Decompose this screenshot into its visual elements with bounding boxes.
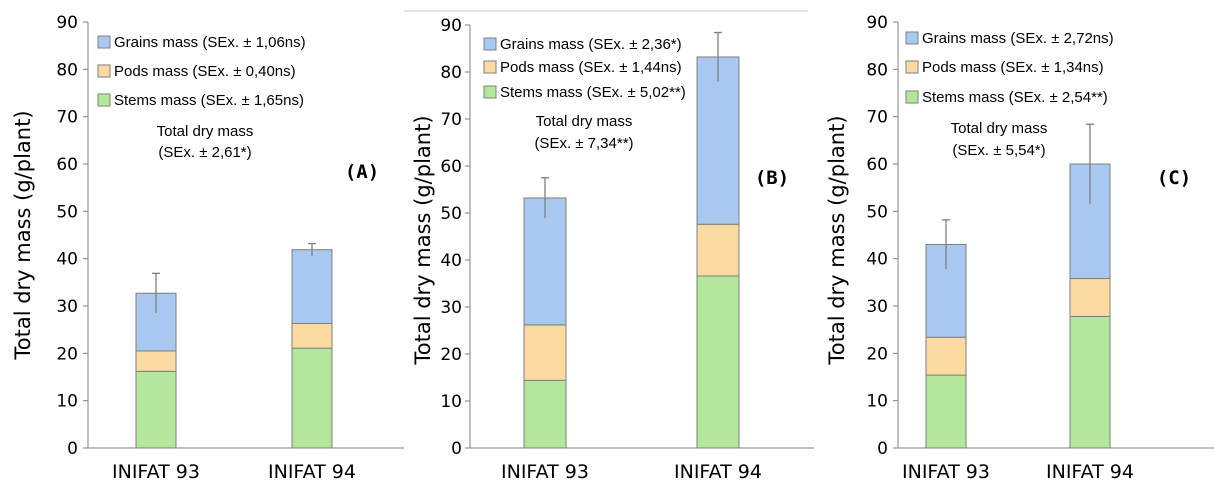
total-mass-annotation: Total dry mass (536, 113, 633, 130)
legend-label-stems: Stems mass (SEx. ± 2,54**) (922, 89, 1108, 106)
y-axis-title: Total dry mass (g/plant) (11, 110, 35, 360)
y-tick-label: 70 (56, 108, 78, 128)
legend-label-pods: Pods mass (SEx. ± 1,44ns) (500, 59, 682, 76)
x-category-label: INIFAT 93 (501, 461, 589, 483)
bar-segment-stems (1069, 315, 1111, 449)
legend-swatch-pods (483, 60, 497, 74)
y-tick-label: 0 (877, 439, 888, 459)
y-tick-label: 80 (866, 60, 888, 80)
bar-segment-stems (291, 347, 333, 449)
y-tick-label: 30 (440, 298, 462, 318)
y-tick-label: 90 (440, 16, 462, 36)
chart-panel-a: Total dry mass (g/plant) 0 10 20 30 40 50 60 70 8… (0, 0, 404, 490)
bar-segment-pods (523, 324, 567, 381)
x-category-label: INIFAT 93 (112, 461, 200, 483)
total-mass-annotation: (SEx. ± 2,61*) (158, 144, 251, 161)
y-axis-title: Total dry mass (g/plant) (825, 115, 849, 365)
legend-swatch-grains (97, 35, 111, 49)
y-tick-label: 20 (440, 345, 462, 365)
x-category-label: INIFAT 93 (902, 461, 990, 483)
bar-segment-pods (696, 223, 740, 277)
total-mass-annotation: Total dry mass (157, 123, 254, 140)
legend-label-grains: Grains mass (SEx. ± 1,06ns) (114, 34, 306, 51)
panel-label: (A) (345, 161, 379, 183)
y-tick-label: 70 (866, 108, 888, 128)
chart-svg-b: Total dry mass (g/plant) 0 10 20 30 40 50 60 70 8… (404, 10, 814, 483)
y-tick-label: 0 (67, 439, 78, 459)
y-tick-label: 10 (56, 392, 78, 412)
y-tick-label: 90 (56, 13, 78, 33)
y-tick-label: 70 (440, 110, 462, 130)
bar-segment-grains (523, 197, 567, 326)
x-category-label: INIFAT 94 (674, 461, 762, 483)
y-tick-label: 30 (866, 297, 888, 317)
y-tick-label: 0 (451, 439, 462, 459)
panel-label: (C) (1157, 167, 1191, 189)
y-axis-title: Total dry mass (g/plant) (411, 115, 435, 365)
y-tick-label: 60 (440, 157, 462, 177)
bar-segment-stems (696, 275, 740, 449)
y-tick-label: 40 (440, 251, 462, 271)
chart-panel-c: Total dry mass (g/plant) 0 10 20 30 40 50 60 70 8… (814, 0, 1214, 490)
legend-swatch-stems (97, 93, 111, 107)
y-tick-label: 50 (440, 204, 462, 224)
legend-label-pods: Pods mass (SEx. ± 0,40ns) (114, 63, 296, 80)
bar-segment-pods (925, 336, 967, 376)
y-tick-label: 50 (866, 202, 888, 222)
legend-swatch-grains (905, 31, 919, 45)
y-tick-label: 80 (56, 60, 78, 80)
bar-segment-pods (1069, 278, 1111, 317)
legend-label-stems: Stems mass (SEx. ± 5,02**) (500, 84, 686, 101)
y-tick-label: 20 (866, 344, 888, 364)
legend-label-stems: Stems mass (SEx. ± 1,65ns) (114, 92, 304, 109)
x-category-label: INIFAT 94 (268, 461, 356, 483)
legend-swatch-stems (905, 90, 919, 104)
total-mass-annotation: (SEx. ± 5,54*) (952, 142, 1045, 159)
y-tick-label: 10 (866, 392, 888, 412)
total-mass-annotation: (SEx. ± 7,34**) (534, 135, 633, 152)
bar-segment-stems (925, 374, 967, 449)
x-category-label: INIFAT 94 (1046, 461, 1134, 483)
legend-swatch-stems (483, 85, 497, 99)
legend-swatch-pods (97, 64, 111, 78)
bar-segment-stems (135, 370, 177, 449)
y-tick-label: 90 (866, 13, 888, 33)
legend-swatch-pods (905, 60, 919, 74)
bar-segment-grains (291, 249, 333, 325)
y-tick-label: 40 (56, 250, 78, 270)
legend-label-grains: Grains mass (SEx. ± 2,72ns) (922, 30, 1114, 47)
y-tick-label: 30 (56, 297, 78, 317)
total-mass-annotation: Total dry mass (951, 120, 1048, 137)
chart-panel-b: Total dry mass (g/plant) 0 10 20 30 40 50 60 70 8… (404, 0, 814, 490)
bar-segment-pods (135, 350, 177, 372)
y-tick-label: 60 (56, 155, 78, 175)
y-tick-label: 40 (866, 250, 888, 270)
y-tick-label: 20 (56, 344, 78, 364)
legend-label-pods: Pods mass (SEx. ± 1,34ns) (922, 59, 1104, 76)
y-tick-label: 10 (440, 392, 462, 412)
bar-segment-stems (523, 379, 567, 449)
legend-label-grains: Grains mass (SEx. ± 2,36*) (500, 36, 682, 53)
panel-label: (B) (755, 167, 789, 189)
y-tick-label: 80 (440, 63, 462, 83)
bar-segment-pods (291, 323, 333, 349)
y-tick-label: 60 (866, 155, 888, 175)
chart-svg-c: Total dry mass (g/plant) 0 10 20 30 40 50 60 70 8… (825, 13, 1214, 483)
y-tick-label: 50 (56, 202, 78, 222)
bar-segment-grains (696, 56, 740, 225)
legend-swatch-grains (483, 37, 497, 51)
chart-svg-a: Total dry mass (g/plant) 0 10 20 30 40 50 60 70 8… (11, 13, 404, 483)
